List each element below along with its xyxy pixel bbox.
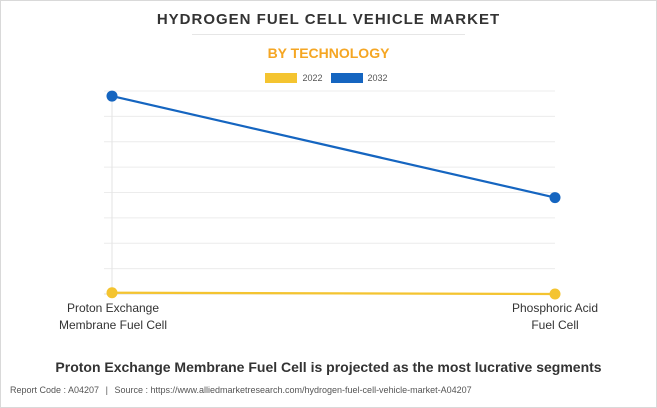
legend-item-2032[interactable]: 2032 [330, 73, 392, 83]
source-link[interactable]: Source : https://www.alliedmarketresearc… [114, 385, 472, 395]
x-tick-label-proton-exchange: Proton Exchange Membrane Fuel Cell [28, 300, 198, 334]
data-point-2022-1 [549, 288, 561, 300]
data-point-2032-1 [549, 192, 561, 204]
x-tick-label-line: Phosphoric Acid [511, 301, 599, 315]
x-tick-label-line: Fuel Cell [531, 318, 579, 332]
legend-swatch-2022 [265, 73, 298, 83]
footer: Report Code : A04207 | Source : https://… [10, 385, 472, 395]
legend: 2022 2032 [0, 72, 657, 84]
x-tick-label-line: Membrane Fuel Cell [58, 318, 168, 332]
chart-title: HYDROGEN FUEL CELL VEHICLE MARKET [156, 11, 501, 28]
key-finding-text: Proton Exchange Membrane Fuel Cell is pr… [55, 359, 602, 375]
legend-item-2022[interactable]: 2022 [265, 73, 326, 83]
report-code: Report Code : A04207 [10, 385, 100, 395]
legend-label-2022: 2022 [302, 73, 323, 83]
title-divider [192, 34, 465, 35]
series-line-2032 [111, 95, 556, 199]
x-tick-label-phosphoric-acid: Phosphoric Acid Fuel Cell [470, 300, 640, 334]
legend-swatch-2032 [330, 73, 363, 83]
data-point-2032-0 [106, 90, 118, 102]
data-point-2022-0 [106, 287, 118, 299]
x-tick-label-line: Proton Exchange [66, 301, 160, 315]
legend-label-2032: 2032 [367, 73, 388, 83]
series-line-2022 [111, 291, 556, 296]
chart-subtitle: BY TECHNOLOGY [267, 45, 390, 61]
footer-separator: | [105, 385, 108, 395]
